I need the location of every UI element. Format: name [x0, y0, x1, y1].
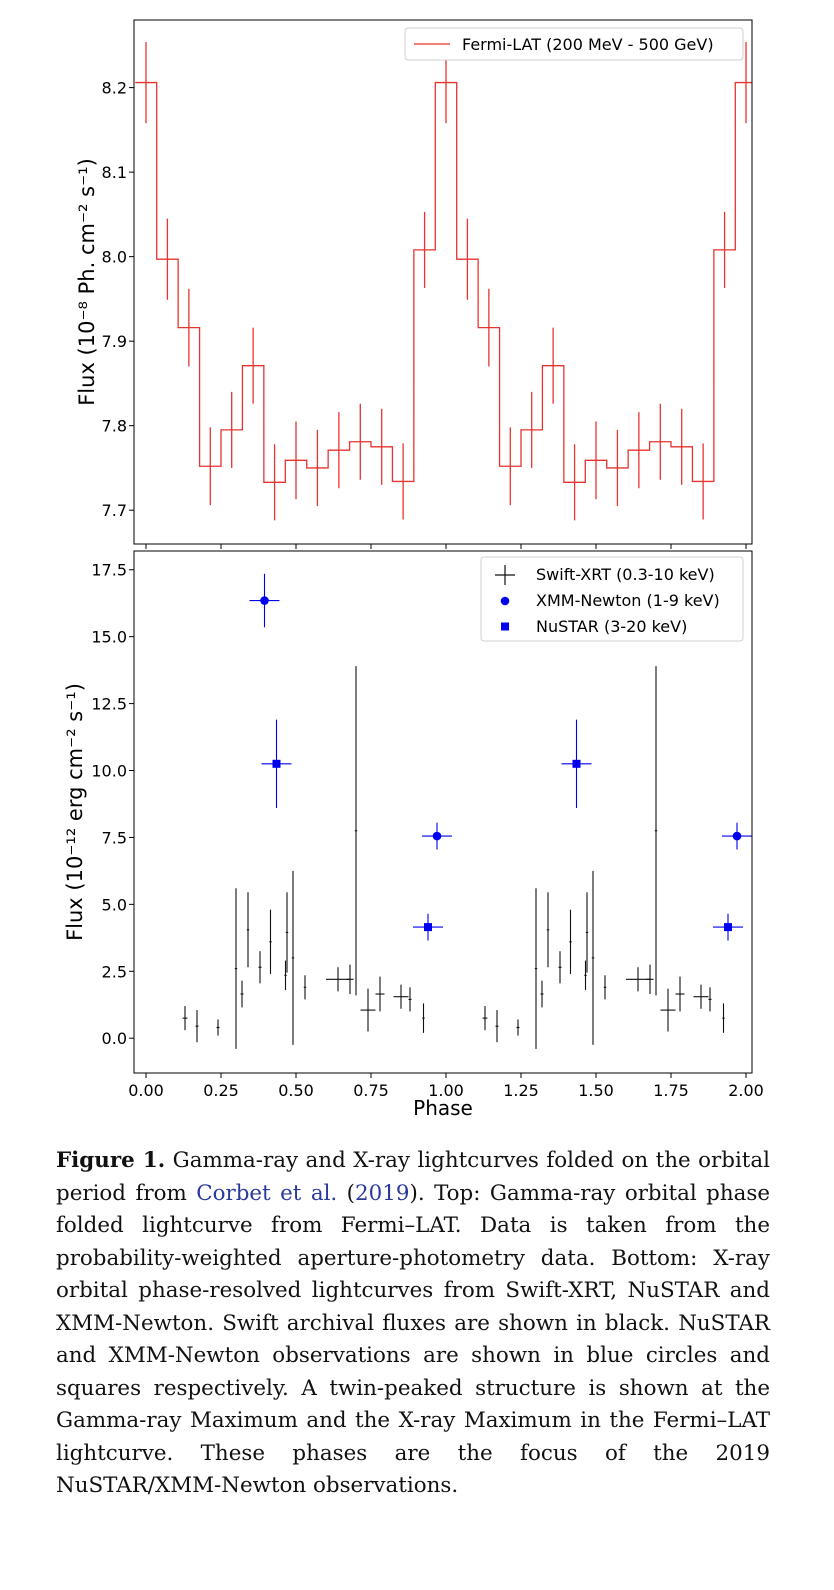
y-tick-label: 7.8	[102, 417, 127, 436]
caption-text-2: ). Top: Gamma-ray orbital phase folded l…	[56, 1180, 770, 1499]
legend-xmm-circle-marker	[500, 596, 510, 606]
x-ray-plot-area	[182, 573, 752, 1049]
xmm-point	[260, 596, 269, 605]
x-ray-panel: 0.0 2.5 5.0 7.5 10.0 12.5 15.0 17.5 0.00 0.25 0.50…	[63, 550, 764, 1120]
y-tick-label: 2.5	[102, 962, 127, 981]
y-tick-label: 7.7	[102, 501, 127, 520]
gamma-ray-plot-area	[135, 41, 752, 521]
nustar-point	[572, 759, 581, 768]
xmm-point	[432, 831, 442, 841]
figure: 7.7 7.8 7.9 8.0 8.1 8.2 Flux (10⁻⁸ Ph. cm⁻² s…	[63, 19, 764, 1120]
caption-citation-paren: (	[337, 1180, 356, 1206]
gamma-ray-legend: Fermi-LAT (200 MeV - 500 GeV)	[404, 27, 744, 61]
y-tick-label: 12.5	[91, 695, 127, 714]
x-tick-label: 1.25	[503, 1081, 539, 1100]
y-tick-label: 10.0	[91, 762, 127, 781]
gamma-ray-panel: 7.7 7.8 7.9 8.0 8.1 8.2 Flux (10⁻⁸ Ph. cm⁻² s…	[75, 19, 753, 549]
legend-label-xmm-newton: XMM-Newton (1-9 keV)	[536, 591, 720, 610]
x-ray-axes-frame	[133, 550, 753, 1074]
gamma-ray-axes-frame	[133, 19, 753, 545]
y-tick-label: 0.0	[102, 1029, 127, 1048]
x-tick-label: 1.75	[653, 1081, 689, 1100]
xmm-point	[732, 831, 742, 841]
x-axis-label: Phase	[413, 1096, 473, 1120]
y-tick-label: 7.9	[102, 332, 127, 351]
nustar-point	[424, 923, 432, 932]
x-ray-y-axis-label: Flux (10⁻¹² erg cm⁻² s⁻¹)	[63, 683, 87, 941]
x-tick-label: 1.00	[428, 1081, 464, 1100]
y-tick-label: 15.0	[91, 628, 127, 647]
legend-label-swift-xrt: Swift-XRT (0.3-10 keV)	[536, 565, 715, 584]
legend-frame	[480, 556, 744, 642]
legend-label-nustar: NuSTAR (3-20 keV)	[536, 617, 687, 636]
x-tick-label: 0.75	[353, 1081, 389, 1100]
x-tick-label: 0.50	[278, 1081, 314, 1100]
y-tick-label: 17.5	[91, 561, 127, 580]
x-ray-legend: Swift-XRT (0.3-10 keV) XMM-Newton (1-9 k…	[480, 556, 744, 642]
y-tick-label: 8.1	[102, 163, 127, 182]
figure-label: Figure 1.	[56, 1148, 166, 1173]
legend-frame	[404, 27, 744, 61]
y-tick-label: 5.0	[102, 895, 127, 914]
citation-link-author[interactable]: Corbet et al.	[196, 1180, 338, 1206]
x-tick-label: 2.00	[728, 1081, 764, 1100]
gamma-ray-axes: 7.7 7.8 7.9 8.0 8.1 8.2	[102, 79, 747, 549]
gamma-ray-y-axis-label: Flux (10⁻⁸ Ph. cm⁻² s⁻¹)	[75, 158, 99, 406]
legend-swift-plus-marker	[495, 565, 515, 585]
legend-nustar-square-marker	[501, 622, 509, 631]
nustar-point	[272, 759, 281, 768]
caption-text-1: Gamma-ray and X-ray lightcurves folded o…	[56, 1148, 770, 1206]
x-tick-label: 0.00	[128, 1081, 164, 1100]
legend-label-fermi-lat: Fermi-LAT (200 MeV - 500 GeV)	[462, 35, 714, 54]
y-tick-label: 8.0	[102, 248, 127, 267]
figure-caption: Figure 1. Gamma-ray and X-ray lightcurve…	[56, 1145, 770, 1503]
y-tick-label: 8.2	[102, 79, 127, 98]
fermi-step-line	[135, 81, 752, 483]
x-tick-label: 1.50	[578, 1081, 614, 1100]
x-ray-axes: 0.0 2.5 5.0 7.5 10.0 12.5 15.0 17.5 0.00 0.25 0.50…	[91, 561, 763, 1100]
y-tick-label: 7.5	[102, 828, 127, 847]
x-tick-label: 0.25	[203, 1081, 239, 1100]
nustar-point	[724, 923, 732, 932]
citation-link-year[interactable]: 2019	[355, 1180, 410, 1206]
